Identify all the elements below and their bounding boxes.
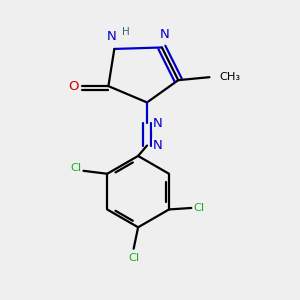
Text: Cl: Cl	[128, 253, 139, 262]
Text: N: N	[153, 117, 162, 130]
Text: CH₃: CH₃	[219, 72, 240, 82]
Text: H: H	[122, 27, 130, 37]
Text: N: N	[159, 28, 169, 41]
Text: N: N	[153, 139, 162, 152]
Text: O: O	[68, 80, 79, 93]
Text: N: N	[107, 30, 117, 43]
Text: Cl: Cl	[70, 164, 81, 173]
Text: Cl: Cl	[194, 203, 205, 213]
